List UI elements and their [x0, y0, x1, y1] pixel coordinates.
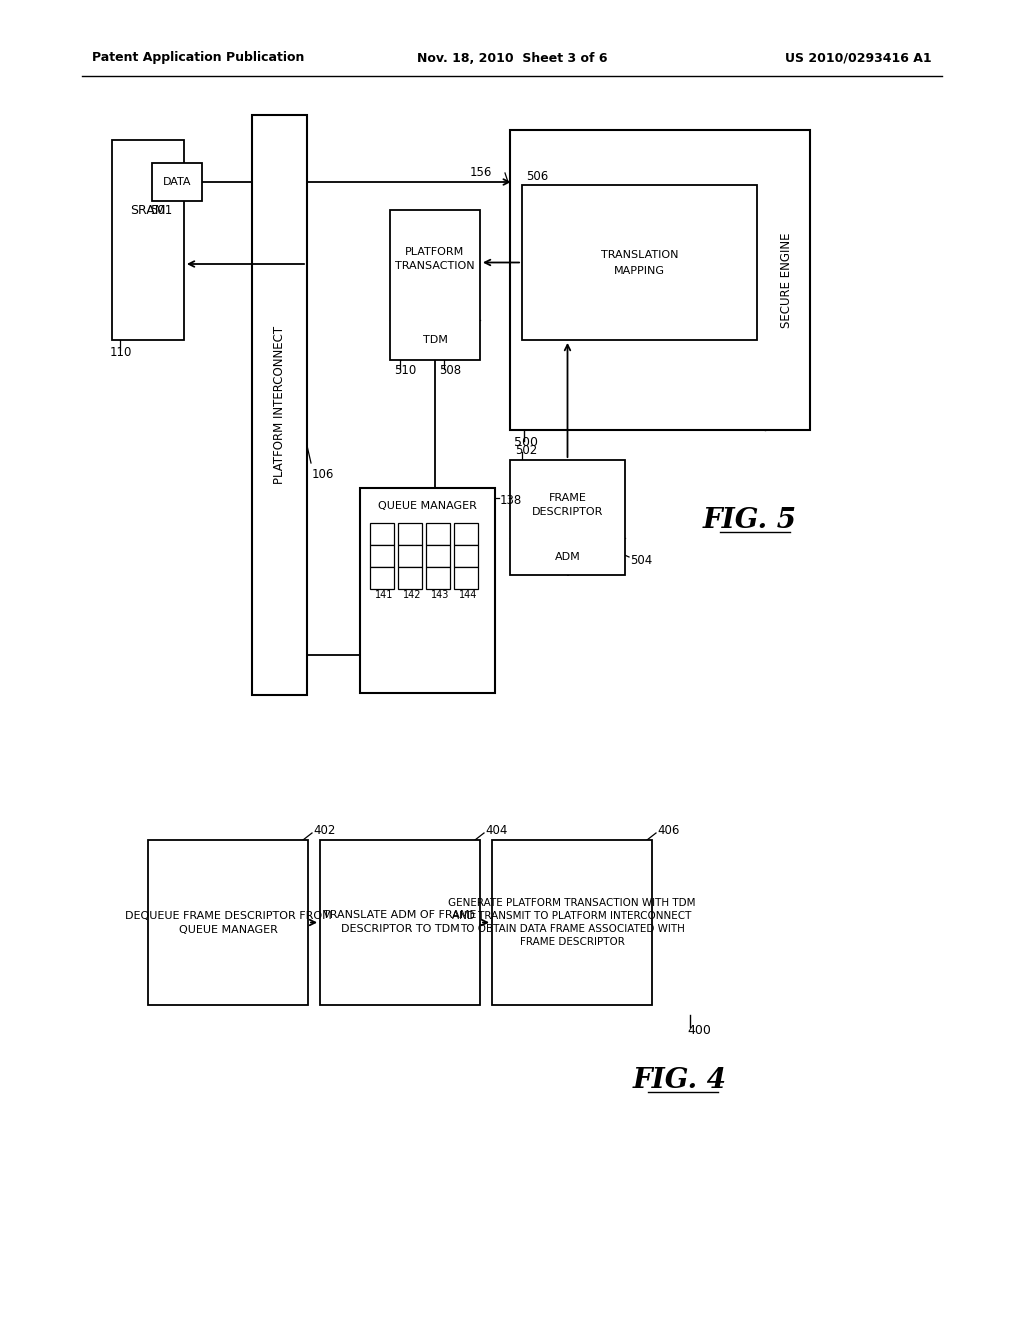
Text: 506: 506: [526, 169, 548, 182]
Bar: [492, 840, 652, 1005]
Text: US 2010/0293416 A1: US 2010/0293416 A1: [785, 51, 932, 65]
Text: TRANSACTION: TRANSACTION: [395, 261, 475, 271]
Text: 110: 110: [110, 346, 132, 359]
Bar: [454, 545, 478, 568]
Bar: [510, 129, 810, 430]
Text: QUEUE MANAGER: QUEUE MANAGER: [378, 502, 477, 511]
Bar: [426, 568, 450, 589]
Text: 143: 143: [431, 590, 449, 601]
Text: 502: 502: [515, 445, 538, 458]
Bar: [454, 568, 478, 589]
Bar: [252, 115, 307, 696]
Text: DESCRIPTOR: DESCRIPTOR: [531, 507, 603, 517]
Bar: [426, 545, 450, 568]
Bar: [319, 840, 480, 1005]
Text: TRANSLATE ADM OF FRAME: TRANSLATE ADM OF FRAME: [324, 911, 477, 920]
Text: 404: 404: [485, 825, 507, 837]
Text: 406: 406: [657, 825, 679, 837]
Text: 400: 400: [687, 1023, 711, 1036]
Text: ADM: ADM: [555, 552, 581, 562]
Text: 138: 138: [500, 494, 522, 507]
Text: DESCRIPTOR TO TDM: DESCRIPTOR TO TDM: [341, 924, 460, 935]
Bar: [510, 459, 625, 576]
Text: TO OBTAIN DATA FRAME ASSOCIATED WITH: TO OBTAIN DATA FRAME ASSOCIATED WITH: [460, 924, 684, 935]
Bar: [454, 523, 478, 545]
Text: DATA: DATA: [163, 177, 191, 187]
Bar: [398, 523, 422, 545]
Text: Nov. 18, 2010  Sheet 3 of 6: Nov. 18, 2010 Sheet 3 of 6: [417, 51, 607, 65]
Text: 142: 142: [402, 590, 421, 601]
Text: FRAME: FRAME: [549, 492, 587, 503]
Text: AND TRANSMIT TO PLATFORM INTERCONNECT: AND TRANSMIT TO PLATFORM INTERCONNECT: [453, 911, 691, 921]
Text: 402: 402: [313, 825, 336, 837]
Text: 141: 141: [375, 590, 393, 601]
Bar: [426, 523, 450, 545]
Text: 508: 508: [439, 363, 462, 376]
Bar: [152, 162, 202, 201]
Text: 144: 144: [459, 590, 477, 601]
Text: 504: 504: [630, 553, 652, 566]
Text: 501: 501: [150, 205, 172, 218]
Text: PLATFORM INTERCONNECT: PLATFORM INTERCONNECT: [273, 326, 286, 484]
Text: 500: 500: [514, 437, 538, 450]
Text: PLATFORM: PLATFORM: [406, 247, 465, 257]
Text: FRAME DESCRIPTOR: FRAME DESCRIPTOR: [519, 937, 625, 946]
Text: 510: 510: [394, 363, 416, 376]
Bar: [390, 210, 480, 360]
Bar: [112, 140, 184, 341]
Text: Patent Application Publication: Patent Application Publication: [92, 51, 304, 65]
Bar: [370, 545, 394, 568]
Bar: [522, 185, 757, 341]
Bar: [370, 523, 394, 545]
Text: GENERATE PLATFORM TRANSACTION WITH TDM: GENERATE PLATFORM TRANSACTION WITH TDM: [449, 898, 695, 908]
Text: SRAM: SRAM: [130, 203, 166, 216]
Text: 106: 106: [312, 469, 335, 480]
Text: MAPPING: MAPPING: [614, 265, 665, 276]
Bar: [398, 545, 422, 568]
Text: FIG. 5: FIG. 5: [703, 507, 797, 533]
Text: FIG. 4: FIG. 4: [633, 1067, 727, 1093]
Text: QUEUE MANAGER: QUEUE MANAGER: [178, 924, 278, 935]
Text: TRANSLATION: TRANSLATION: [601, 249, 678, 260]
Bar: [370, 568, 394, 589]
Bar: [398, 568, 422, 589]
Text: DEQUEUE FRAME DESCRIPTOR FROM: DEQUEUE FRAME DESCRIPTOR FROM: [125, 911, 332, 920]
Bar: [148, 840, 308, 1005]
Text: TDM: TDM: [423, 335, 447, 345]
Text: SECURE ENGINE: SECURE ENGINE: [780, 232, 794, 327]
Bar: [360, 488, 495, 693]
Text: 156: 156: [470, 165, 492, 178]
